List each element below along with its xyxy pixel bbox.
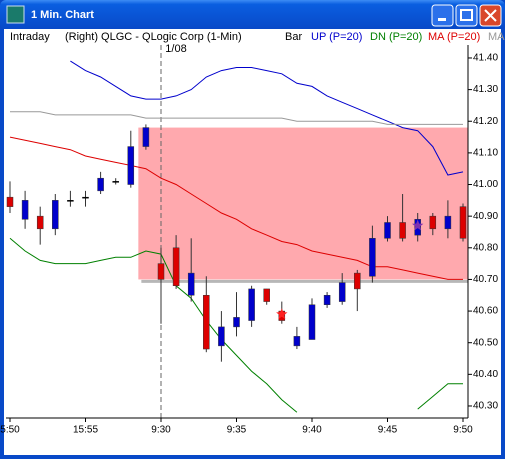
maximize-icon: [460, 9, 473, 21]
candle-body: [21, 200, 29, 220]
signal-marker: [276, 308, 288, 320]
signal-marker: [412, 219, 424, 231]
x-tick-label: 9:35: [227, 425, 247, 436]
x-tick-label: 15:55: [73, 425, 98, 436]
y-tick-label: 40.50: [473, 337, 498, 348]
candle-body: [67, 200, 74, 202]
window-title: 1 Min. Chart: [31, 9, 94, 21]
y-tick-label: 40.60: [473, 306, 498, 317]
y-tick-label: 41.30: [473, 84, 498, 95]
x-tick-label: 9:30: [151, 425, 171, 436]
candle-body: [248, 288, 255, 321]
candle-body: [263, 288, 270, 302]
close-icon: [484, 9, 497, 22]
candle-body: [384, 222, 391, 239]
legend-entry: MA: [488, 31, 505, 43]
y-tick-label: 41.00: [473, 179, 498, 190]
candle-body: [369, 238, 376, 277]
maximize-button[interactable]: [455, 4, 478, 27]
y-tick-label: 41.20: [473, 116, 498, 127]
candle-body: [233, 317, 240, 328]
candle-body: [82, 196, 89, 199]
title-bar: [0, 0, 505, 29]
style-label: Bar: [285, 31, 302, 43]
candle-body: [187, 272, 195, 296]
candle-body: [36, 215, 44, 230]
indicator-line: [9, 136, 463, 280]
legend-entry: DN (P=20): [370, 31, 422, 43]
x-tick-label: 9:40: [302, 425, 322, 436]
indicator-line: [9, 237, 463, 413]
candle-body: [293, 336, 301, 347]
candle-body: [444, 215, 452, 230]
candle-body: [338, 282, 346, 302]
candle-body: [203, 294, 210, 350]
candle-body: [354, 272, 361, 290]
candle-body: [218, 326, 225, 347]
x-tick-label: 9:50: [453, 425, 473, 436]
candle-body: [52, 200, 59, 230]
candle-body: [142, 127, 150, 147]
interval-label: Intraday: [10, 31, 50, 43]
minimize-icon: [438, 18, 446, 21]
legend-entry: UP (P=20): [311, 31, 362, 43]
candle-body: [459, 206, 467, 239]
candle-body: [308, 304, 316, 340]
candle-body: [127, 146, 135, 185]
candle-body: [429, 215, 437, 230]
y-tick-label: 40.40: [473, 369, 498, 380]
x-tick-label: 5:50: [0, 425, 20, 436]
candle-body: [172, 247, 180, 287]
indicator-line: [10, 111, 463, 125]
candle-body: [399, 222, 406, 239]
plot-area: [6, 45, 468, 418]
candle-body: [97, 177, 104, 192]
candle-body: [157, 263, 165, 280]
y-tick-label: 40.70: [473, 274, 498, 285]
chart-title: (Right) QLGC - QLogic Corp (1-Min): [65, 31, 242, 43]
candle-body: [112, 181, 119, 183]
y-tick-label: 40.90: [473, 211, 498, 222]
window-icon: [6, 5, 25, 24]
legend-entry: MA (P=20): [428, 31, 480, 43]
x-axis-area: [4, 418, 501, 455]
highlight-zone: [138, 127, 468, 280]
y-tick-label: 40.80: [473, 242, 498, 253]
x-tick-label: 9:45: [378, 425, 398, 436]
candle-body: [6, 196, 14, 207]
candle-body: [323, 294, 331, 305]
session-break-label: 1/08: [165, 43, 186, 55]
indicator-line: [70, 60, 464, 176]
y-tick-label: 40.30: [473, 401, 498, 412]
y-tick-label: 41.40: [473, 53, 498, 64]
y-tick-label: 41.10: [473, 148, 498, 159]
minimize-button[interactable]: [431, 4, 454, 27]
